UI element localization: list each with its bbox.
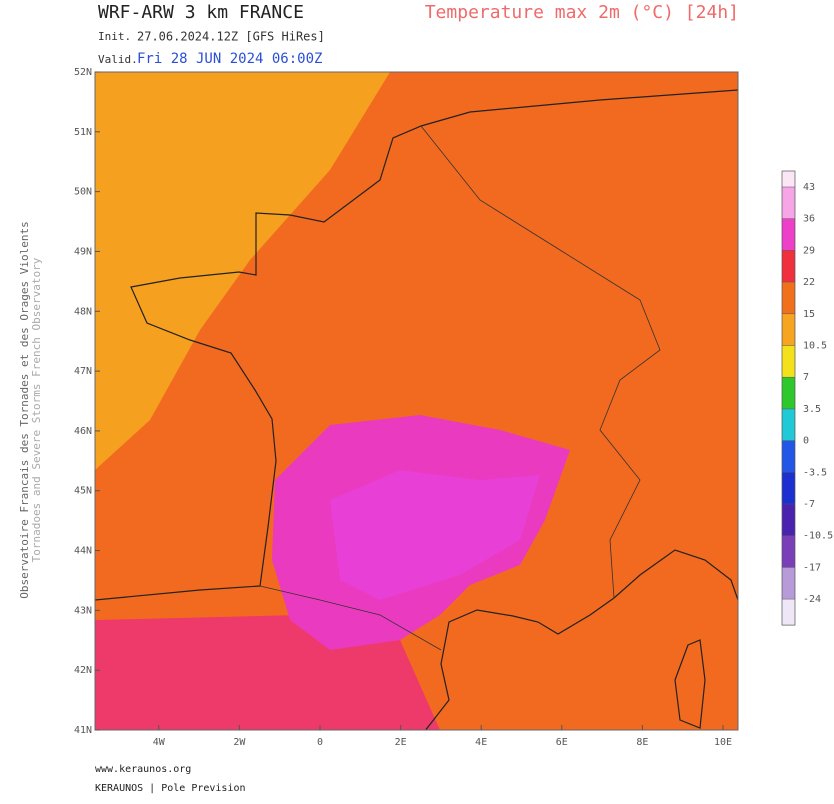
border xyxy=(259,585,442,651)
field-hottest xyxy=(330,470,540,600)
colorbar-band xyxy=(782,567,795,600)
colorbar-band xyxy=(782,187,795,219)
colorbar-frame xyxy=(781,170,796,626)
colorbar-band xyxy=(782,377,795,409)
footer-org: KERAUNOS | Pole Prevision xyxy=(95,783,246,794)
init-label: Init. xyxy=(98,30,131,43)
colorbar-label: 0 xyxy=(803,436,809,447)
lon-tick-label: 10E xyxy=(714,737,732,748)
colorbar-label: -17 xyxy=(803,562,821,573)
lat-tick-label: 44N xyxy=(74,546,92,557)
colorbar-label: 7 xyxy=(803,372,809,383)
side-text: Observatoire Francais des Tornades et de… xyxy=(18,221,31,599)
colorbar-band xyxy=(782,535,795,568)
valid-label: Valid. xyxy=(98,53,138,66)
colorbar-band xyxy=(782,345,795,378)
colorbar-label: 15 xyxy=(803,309,815,320)
colorbar-band xyxy=(782,504,795,536)
map xyxy=(94,71,739,731)
colorbar-band xyxy=(782,313,795,346)
colorbar-label: -10.5 xyxy=(803,531,833,542)
coastline xyxy=(95,89,738,730)
lon-tick-label: 2W xyxy=(233,737,246,748)
border xyxy=(420,125,661,599)
colorbar-band xyxy=(782,440,795,473)
map-frame xyxy=(94,71,739,731)
colorbar-band xyxy=(782,472,795,504)
lat-tick-label: 46N xyxy=(74,426,92,437)
lat-tick-label: 52N xyxy=(74,67,92,78)
colorbar-label: 10.5 xyxy=(803,341,827,352)
colorbar-label: 22 xyxy=(803,277,815,288)
lon-tick-label: 4W xyxy=(153,737,166,748)
colorbar-band xyxy=(782,408,795,441)
valid: Fri 28 JUN 2024 06:00Z xyxy=(137,51,322,67)
product: Temperature max 2m (°C) [24h] xyxy=(425,2,739,23)
lat-tick-label: 47N xyxy=(74,366,92,377)
title: WRF-ARW 3 km FRANCE xyxy=(98,2,304,23)
lat-tick-label: 42N xyxy=(74,665,92,676)
colorbar-label: 3.5 xyxy=(803,404,821,415)
field-cool xyxy=(95,72,390,470)
lat-tick-label: 43N xyxy=(74,605,92,616)
colorbar-label: -7 xyxy=(803,499,815,510)
lon-tick-label: 8E xyxy=(636,737,648,748)
lon-tick-label: 0 xyxy=(317,737,323,748)
lon-tick-label: 4E xyxy=(475,737,487,748)
side-text: Tornadoes and Severe Storms French Obser… xyxy=(30,257,43,562)
init: 27.06.2024.12Z [GFS HiRes] xyxy=(137,30,325,44)
footer-site: www.keraunos.org xyxy=(95,764,191,775)
colorbar-band xyxy=(782,218,795,251)
colorbar-label: 43 xyxy=(803,182,815,193)
colorbar-band xyxy=(782,250,795,283)
lat-tick-label: 50N xyxy=(74,187,92,198)
colorbar: 43 36 29 22 15 10.5 7 3.5 0 -3.5 -7 -10.5 -17 -24 xyxy=(781,170,833,626)
colorbar-label: -24 xyxy=(803,594,821,605)
colorbar-label: 29 xyxy=(803,245,815,256)
axes: 52N 51N 50N 49N 48N 47N 46N 45N 44N 43N 42N 41N 4W 2W… xyxy=(74,67,732,748)
colorbar-band xyxy=(782,599,795,626)
lat-tick-label: 48N xyxy=(74,306,92,317)
lon-tick-label: 2E xyxy=(395,737,407,748)
colorbar-band xyxy=(782,282,795,314)
lat-tick-label: 49N xyxy=(74,246,92,257)
colorbar-band xyxy=(782,171,795,187)
lon-tick-label: 6E xyxy=(556,737,568,748)
lat-tick-label: 45N xyxy=(74,486,92,497)
colorbar-label: 36 xyxy=(803,214,815,225)
colorbar-label: -3.5 xyxy=(803,467,827,478)
lat-tick-label: 51N xyxy=(74,127,92,138)
lat-tick-label: 41N xyxy=(74,725,92,736)
